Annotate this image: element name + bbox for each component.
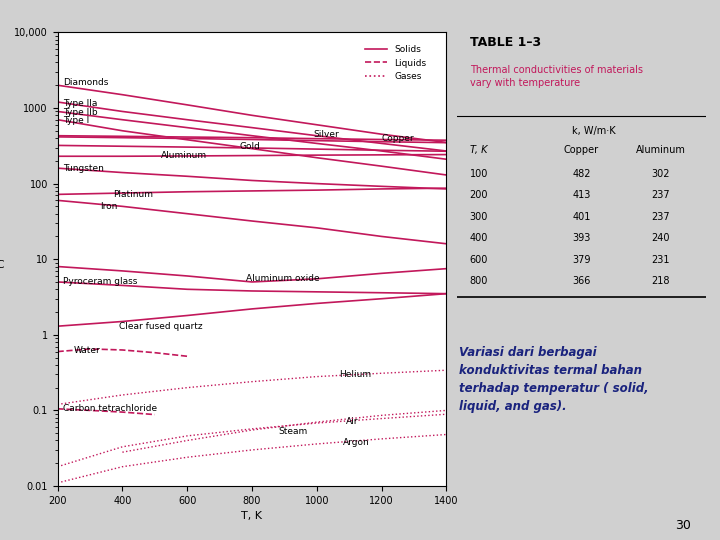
Text: Aluminum oxide: Aluminum oxide <box>246 274 319 284</box>
Text: Type I: Type I <box>63 116 90 125</box>
Text: Copper: Copper <box>564 145 599 155</box>
Text: Variasi dari berbagai
konduktivitas termal bahan
terhadap temperatur ( solid,
li: Variasi dari berbagai konduktivitas term… <box>459 346 649 413</box>
Text: 100: 100 <box>469 169 488 179</box>
Text: 379: 379 <box>572 254 590 265</box>
Text: Tungsten: Tungsten <box>63 164 104 173</box>
Text: Thermal conductivities of materials
vary with temperature: Thermal conductivities of materials vary… <box>469 65 643 88</box>
Text: 240: 240 <box>652 233 670 243</box>
Text: Argon: Argon <box>343 437 369 447</box>
X-axis label: T, K: T, K <box>241 511 263 521</box>
Text: 482: 482 <box>572 169 590 179</box>
Text: k, W/m·K: k, W/m·K <box>572 126 616 136</box>
Text: Type IIb: Type IIb <box>63 107 98 117</box>
Text: 413: 413 <box>572 191 590 200</box>
Text: 231: 231 <box>652 254 670 265</box>
Text: Air: Air <box>346 417 359 426</box>
Text: 30: 30 <box>675 519 691 532</box>
Text: Copper: Copper <box>382 133 414 143</box>
Text: Gold: Gold <box>239 142 260 151</box>
Text: Type IIa: Type IIa <box>63 99 98 108</box>
Text: Clear fused quartz: Clear fused quartz <box>120 322 203 331</box>
Text: 237: 237 <box>652 191 670 200</box>
Text: 600: 600 <box>469 254 488 265</box>
Text: Water: Water <box>74 346 101 355</box>
Text: Helium: Helium <box>340 370 372 380</box>
Text: Platinum: Platinum <box>113 190 153 199</box>
Text: Iron: Iron <box>99 202 117 211</box>
Text: Silver: Silver <box>314 131 339 139</box>
Text: 401: 401 <box>572 212 590 222</box>
Text: Pyroceram glass: Pyroceram glass <box>63 278 138 286</box>
Text: Carbon tetrachloride: Carbon tetrachloride <box>63 404 158 413</box>
Text: TABLE 1–3: TABLE 1–3 <box>469 36 541 49</box>
Text: Aluminum: Aluminum <box>636 145 686 155</box>
Y-axis label: k,
W/m·°C: k, W/m·°C <box>0 248 5 270</box>
Text: 366: 366 <box>572 276 590 286</box>
Text: 300: 300 <box>469 212 488 222</box>
Text: 400: 400 <box>469 233 488 243</box>
Text: T, K: T, K <box>469 145 487 155</box>
Text: Diamonds: Diamonds <box>63 78 109 86</box>
Text: 218: 218 <box>652 276 670 286</box>
Text: Aluminum: Aluminum <box>161 151 207 160</box>
Text: 393: 393 <box>572 233 590 243</box>
Text: 237: 237 <box>652 212 670 222</box>
Text: Steam: Steam <box>278 427 307 436</box>
Text: 302: 302 <box>652 169 670 179</box>
Text: 200: 200 <box>469 191 488 200</box>
Text: 800: 800 <box>469 276 488 286</box>
Legend: Solids, Liquids, Gases: Solids, Liquids, Gases <box>361 42 431 85</box>
